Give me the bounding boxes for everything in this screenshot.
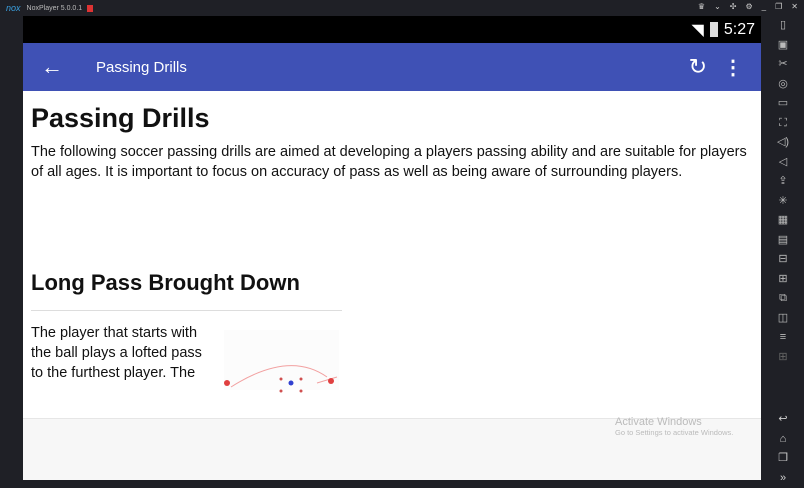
emulator-title-bar: nox NoxPlayer 5.0.0.1 ♛ ⌄ ✣ ⚙ _ ❐ ✕ (0, 0, 804, 16)
notification-badge[interactable] (87, 5, 93, 12)
wifi-icon: ◥ (692, 20, 704, 40)
volume-down-icon[interactable]: ◁ (779, 153, 787, 173)
more-vert-icon[interactable]: ⋮ (723, 55, 743, 80)
arrow-left-icon[interactable]: ← (41, 54, 81, 80)
watermark-title: Activate Windows (615, 416, 733, 428)
recorder-icon[interactable]: ▤ (778, 231, 788, 251)
settings-icon[interactable]: ⚙ (746, 2, 753, 11)
back-icon[interactable]: ↩ (778, 410, 787, 430)
home-icon[interactable]: ⌂ (780, 430, 787, 450)
app-bar: ← Passing Drills ↻ ⋮ (23, 43, 761, 91)
close-icon[interactable]: ✕ (791, 2, 798, 11)
watermark-subtitle: Go to Settings to activate Windows. (615, 428, 733, 437)
android-screen: ◥ 5:27 ← Passing Drills ↻ ⋮ Passing Dril… (23, 16, 761, 480)
recents-icon[interactable]: ❐ (778, 449, 788, 469)
chevron-down-icon[interactable]: ⌄ (714, 2, 721, 11)
android-nav: ↩ ⌂ ❐ » (762, 410, 804, 488)
loading-icon[interactable]: ✳ (778, 192, 787, 212)
window-title: NoxPlayer 5.0.0.1 (27, 5, 83, 12)
clock: 5:27 (724, 21, 755, 39)
battery-icon (710, 22, 718, 37)
phone-icon[interactable]: ▯ (780, 16, 786, 36)
location-icon[interactable]: ◎ (778, 75, 788, 95)
pin-icon[interactable]: ✣ (730, 2, 737, 11)
gift-icon[interactable]: ♛ (698, 2, 705, 11)
restore-icon[interactable]: ❐ (775, 2, 782, 11)
sync-icon[interactable]: ⧉ (779, 289, 787, 309)
drill-text: The player that starts with the ball pla… (31, 323, 211, 395)
app-title: Passing Drills (96, 59, 187, 76)
fullscreen-icon[interactable]: ⛶ (779, 114, 787, 134)
volume-up-icon[interactable]: ◁) (777, 133, 789, 153)
add-icon[interactable]: ⊞ (778, 348, 787, 368)
page-title: Passing Drills (31, 103, 753, 134)
shake-icon[interactable]: ▦ (778, 211, 788, 231)
scissors-icon[interactable]: ✂ (778, 55, 787, 75)
toolbox-icon[interactable]: ⊟ (778, 250, 787, 270)
screenshot-icon[interactable]: ▣ (778, 36, 788, 56)
nox-logo: nox (6, 3, 21, 13)
drill-item: The player that starts with the ball pla… (31, 323, 753, 395)
status-bar: ◥ 5:27 (23, 16, 761, 43)
apk-install-icon[interactable]: ⇪ (778, 172, 787, 192)
intro-text: The following soccer passing drills are … (31, 142, 751, 182)
refresh-icon[interactable]: ↻ (689, 54, 707, 80)
menu-icon[interactable]: ≡ (780, 328, 786, 348)
minimize-icon[interactable]: _ (762, 2, 766, 11)
drill-diagram (219, 325, 344, 395)
display-icon[interactable]: ▭ (778, 94, 788, 114)
resize-icon[interactable]: ◫ (778, 309, 788, 329)
activate-windows-watermark: Activate Windows Go to Settings to activ… (615, 416, 733, 437)
multi-instance-icon[interactable]: ⊞ (778, 270, 787, 290)
expand-icon[interactable]: » (780, 469, 786, 488)
drill-title: Long Pass Brought Down (31, 270, 342, 311)
article: Passing Drills The following soccer pass… (23, 91, 761, 395)
